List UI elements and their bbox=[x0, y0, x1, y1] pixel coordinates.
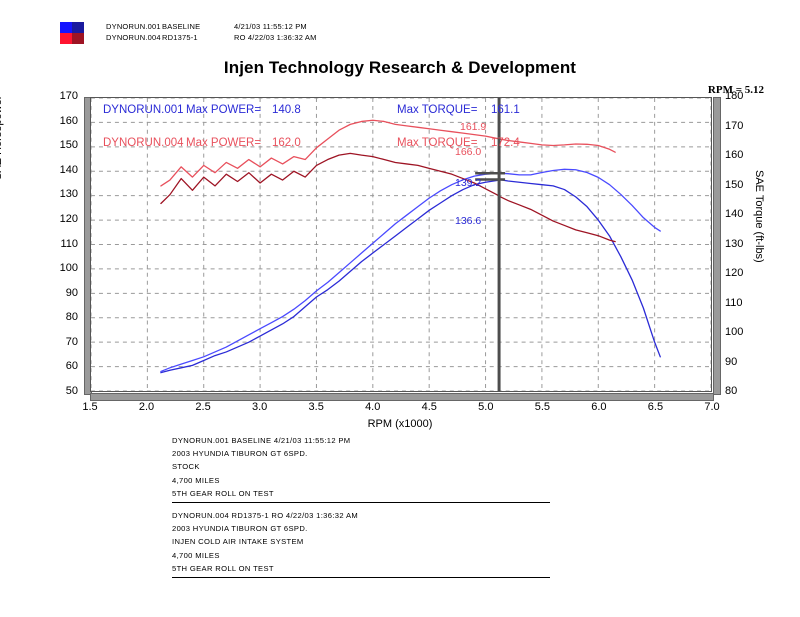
info-line: STOCK bbox=[172, 462, 200, 472]
info-line: 5TH GEAR ROLL ON TEST bbox=[172, 563, 274, 573]
annotation-run2-id: DYNORUN.004 bbox=[103, 137, 184, 149]
y-tick-left: 80 bbox=[65, 311, 78, 324]
rpm-cursor-readout: RPM = 5.12 bbox=[707, 84, 764, 96]
annotation-run2-power-label: Max POWER= bbox=[186, 137, 262, 149]
header-run-name: BASELINE bbox=[162, 22, 201, 31]
info-line: DYNORUN.004 RD1375-1 RO 4/22/03 1:36:32 … bbox=[172, 511, 359, 520]
annotation-run1-torque-label: Max TORQUE= bbox=[397, 104, 478, 116]
header-run-row: DYNORUN.004 RD1375-1 RO 4/22/03 1:36:32 … bbox=[106, 33, 374, 44]
y-tick-right: 170 bbox=[725, 119, 744, 132]
series-line bbox=[160, 152, 616, 243]
axis-bar-right bbox=[713, 97, 721, 395]
x-tick: 4.0 bbox=[365, 401, 381, 413]
y-axis-left-label: SAE Horsepower bbox=[0, 95, 4, 180]
cursor-readout-red-upper: 161.9 bbox=[460, 121, 487, 133]
header-run-id: DYNORUN.004 bbox=[106, 32, 161, 42]
info-line: 4,700 MILES bbox=[172, 475, 220, 485]
y-axis-right-label: SAE Torque (ft-lbs) bbox=[753, 170, 765, 263]
info-block-modified: DYNORUN.004 RD1375-1 RO 4/22/03 1:36:32 … bbox=[172, 509, 358, 575]
cursor-readout-red-lower: 166.0 bbox=[455, 146, 482, 158]
header-run-stamp: 4/21/03 11:55:12 PM bbox=[234, 22, 307, 31]
swatch-modified-tq bbox=[72, 33, 84, 44]
y-tick-right: 110 bbox=[725, 296, 743, 309]
y-tick-right: 80 bbox=[725, 385, 738, 397]
y-tick-right: 100 bbox=[725, 326, 744, 338]
info-line: 2003 HYUNDIA TIBURON GT 6SPD. bbox=[172, 449, 308, 459]
info-line: 2003 HYUNDIA TIBURON GT 6SPD. bbox=[172, 524, 308, 534]
y-tick-left: 140 bbox=[59, 163, 78, 176]
y-tick-left: 50 bbox=[65, 385, 78, 397]
x-tick: 3.5 bbox=[308, 401, 324, 413]
series-line bbox=[160, 119, 616, 187]
y-tick-right: 130 bbox=[725, 237, 744, 250]
y-tick-left: 130 bbox=[59, 188, 78, 201]
header-run-name: RD1375-1 bbox=[162, 32, 198, 42]
header-run-row: DYNORUN.001 BASELINE 4/21/03 11:55:12 PM bbox=[106, 22, 374, 33]
axis-bar-bottom bbox=[90, 393, 714, 401]
cursor-readout-blue-upper: 139.2 bbox=[455, 177, 482, 189]
y-tick-left: 70 bbox=[65, 335, 78, 348]
header-run-id: DYNORUN.001 bbox=[106, 22, 161, 31]
y-tick-right: 160 bbox=[725, 149, 744, 161]
swatch-baseline-tq bbox=[60, 33, 72, 44]
y-tick-left: 120 bbox=[59, 212, 78, 225]
x-tick: 7.0 bbox=[704, 401, 720, 413]
x-tick: 1.5 bbox=[82, 401, 98, 413]
y-tick-left: 60 bbox=[65, 360, 78, 373]
annotation-run1-power-label: Max POWER= bbox=[186, 104, 262, 116]
series-line bbox=[160, 178, 661, 374]
info-divider-top bbox=[172, 502, 550, 503]
info-line: DYNORUN.001 BASELINE 4/21/03 11:55:12 PM bbox=[172, 436, 351, 445]
annotation-run1-power-value: 140.8 bbox=[272, 104, 301, 116]
legend-color-swatch bbox=[60, 22, 84, 44]
y-tick-left: 90 bbox=[65, 286, 78, 299]
x-tick: 6.0 bbox=[591, 401, 607, 413]
annotation-run2-power-value: 162.0 bbox=[272, 137, 301, 149]
y-tick-left: 160 bbox=[59, 114, 78, 127]
info-line: 5TH GEAR ROLL ON TEST bbox=[172, 488, 274, 498]
plot-area bbox=[90, 97, 712, 392]
header-legend: DYNORUN.001 BASELINE 4/21/03 11:55:12 PM… bbox=[60, 22, 374, 44]
x-tick: 3.0 bbox=[251, 401, 268, 413]
x-axis-label: RPM (x1000) bbox=[367, 418, 433, 430]
plot-frame bbox=[90, 97, 712, 392]
chart-title: Injen Technology Research & Development bbox=[223, 58, 577, 77]
x-tick: 4.5 bbox=[421, 401, 437, 413]
y-tick-left: 100 bbox=[59, 262, 78, 275]
x-tick: 5.0 bbox=[478, 401, 494, 413]
info-line: 4,700 MILES bbox=[172, 550, 220, 560]
annotation-run1-torque-value: 161.1 bbox=[491, 104, 520, 116]
header-run-table: DYNORUN.001 BASELINE 4/21/03 11:55:12 PM… bbox=[106, 22, 374, 43]
y-tick-right: 140 bbox=[725, 208, 744, 220]
y-tick-right: 90 bbox=[725, 355, 738, 368]
info-block-baseline: DYNORUN.001 BASELINE 4/21/03 11:55:12 PM… bbox=[172, 434, 350, 500]
y-tick-left: 170 bbox=[59, 90, 78, 102]
y-tick-right: 150 bbox=[725, 178, 744, 191]
info-divider-bottom bbox=[172, 577, 550, 578]
annotation-run2-torque-value: 172.4 bbox=[491, 137, 520, 149]
x-tick: 2.5 bbox=[195, 401, 211, 413]
y-tick-right: 180 bbox=[725, 90, 744, 102]
annotation-run2-torque-label: Max TORQUE= bbox=[397, 137, 478, 149]
info-line: INJEN COLD AIR INTAKE SYSTEM bbox=[172, 537, 304, 547]
x-tick: 6.5 bbox=[647, 401, 664, 413]
y-tick-left: 150 bbox=[59, 139, 78, 152]
y-tick-left: 110 bbox=[60, 237, 78, 250]
header-run-stamp: RO 4/22/03 1:36:32 AM bbox=[234, 32, 317, 42]
cursor-readout-blue-lower: 136.6 bbox=[455, 215, 482, 227]
swatch-baseline-hp bbox=[60, 22, 72, 33]
x-tick: 5.5 bbox=[534, 401, 550, 413]
plot-canvas bbox=[91, 98, 711, 391]
annotation-run1-id: DYNORUN.001 bbox=[103, 104, 184, 116]
y-tick-right: 120 bbox=[725, 267, 744, 279]
series-line bbox=[160, 168, 661, 373]
swatch-modified-hp bbox=[72, 22, 84, 33]
x-tick: 2.0 bbox=[138, 401, 155, 413]
